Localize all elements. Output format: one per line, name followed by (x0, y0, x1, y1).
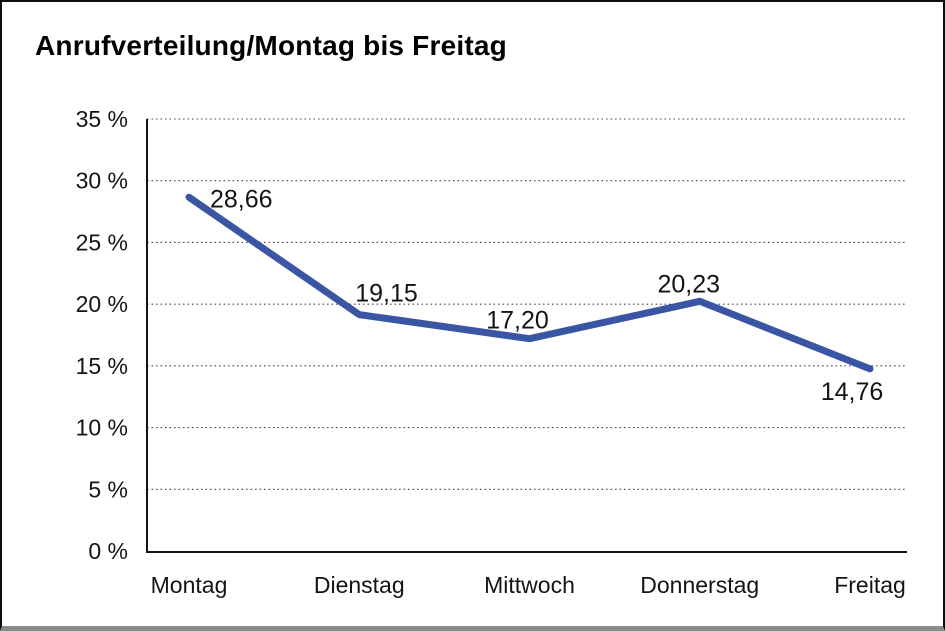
x-axis-label-freitag: Freitag (834, 572, 906, 598)
y-tick-label-15pct: 15 % (76, 353, 128, 379)
chart-title: Anrufverteilung/Montag bis Freitag (35, 30, 507, 61)
point-label-freitag: 14,76 (821, 378, 884, 406)
point-label-mittwoch: 17,20 (486, 307, 549, 335)
x-axis-label-dienstag: Dienstag (314, 572, 405, 598)
y-tick-label-10pct: 10 % (76, 415, 128, 441)
series-line (185, 193, 874, 373)
y-tick-label-25pct: 25 % (76, 229, 128, 255)
y-tick-label-0pct: 0 % (88, 538, 128, 564)
y-tick-label-20pct: 20 % (76, 291, 128, 317)
x-axis-label-montag: Montag (151, 572, 228, 598)
x-axis-label-mittwoch: Mittwoch (484, 572, 575, 598)
y-tick-label-35pct: 35 % (76, 106, 128, 132)
point-label-donnerstag: 20,23 (657, 270, 720, 298)
y-tick-label-5pct: 5 % (88, 476, 128, 502)
point-label-dienstag: 19,15 (355, 280, 418, 308)
point-label-montag: 28,66 (210, 185, 273, 213)
x-axis-label-donnerstag: Donnerstag (640, 572, 759, 598)
y-tick-label-30pct: 30 % (76, 168, 128, 194)
